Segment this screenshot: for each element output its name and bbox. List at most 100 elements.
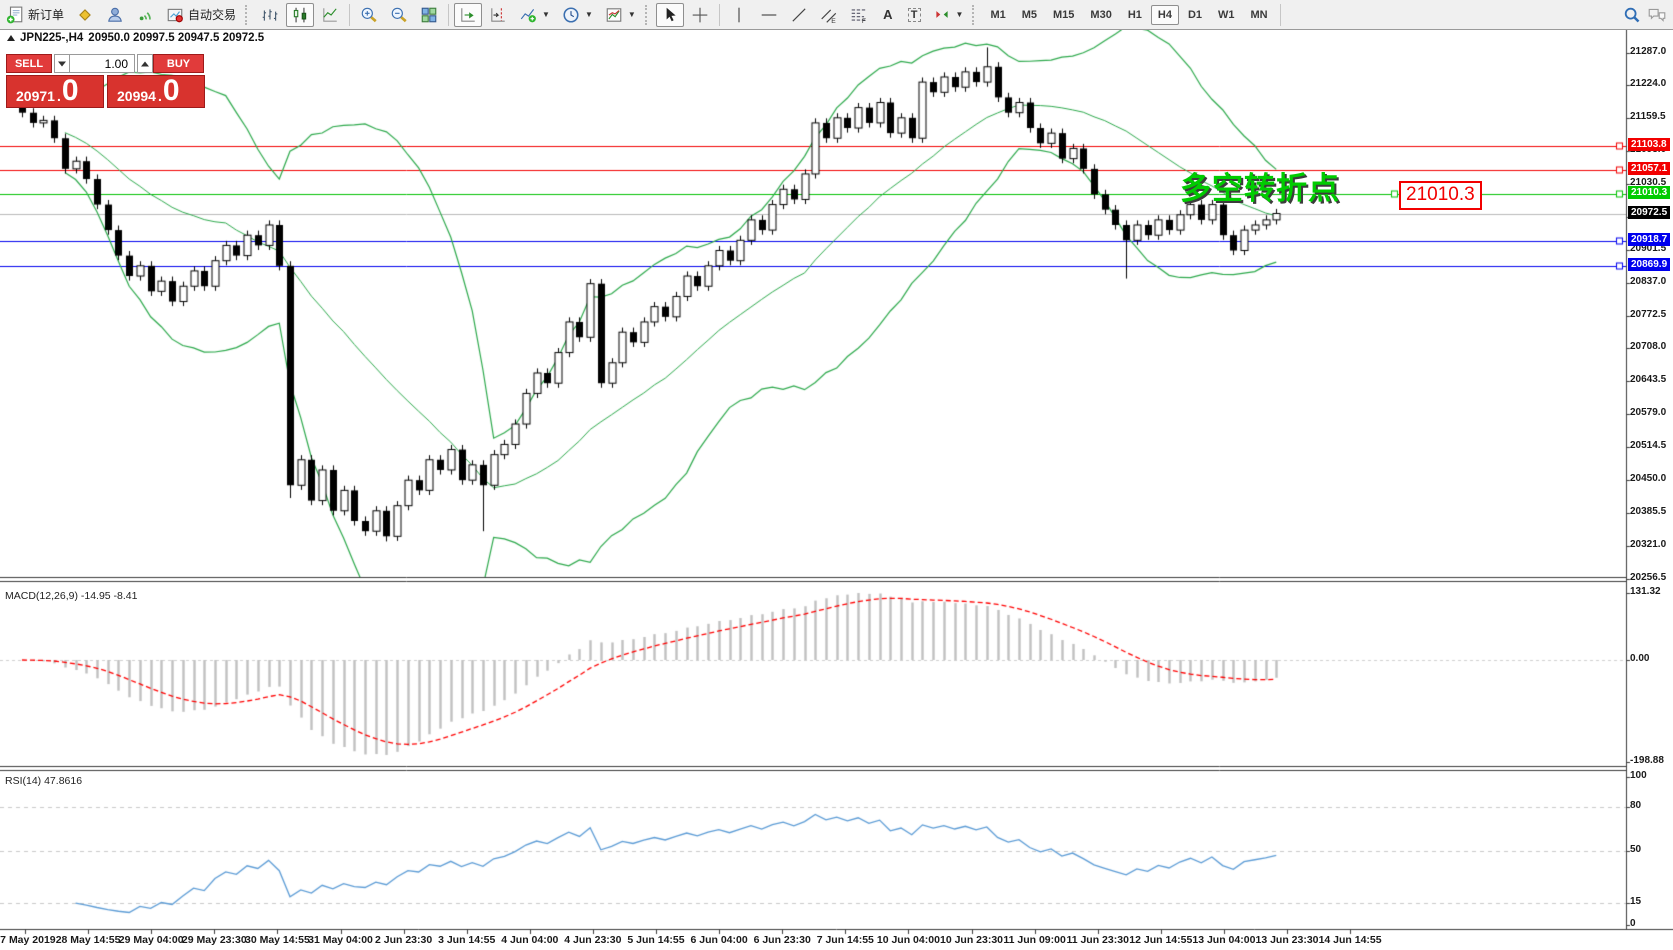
line-chart-icon xyxy=(323,7,337,22)
time-label: 29 May 23:30 xyxy=(181,934,247,946)
autotrading-icon xyxy=(167,8,183,22)
price-tick: 20385.5 xyxy=(1630,506,1667,518)
volume-decrease-button[interactable] xyxy=(54,54,70,73)
price-tick: 21030.5 xyxy=(1630,176,1667,188)
time-label: 12 Jun 14:55 xyxy=(1129,934,1193,946)
zoom-in-button[interactable] xyxy=(355,3,383,27)
time-label: 7 Jun 14:55 xyxy=(816,934,874,946)
sell-button[interactable]: SELL xyxy=(6,54,52,73)
tab-timeframe-M1[interactable]: M1 xyxy=(990,8,1006,21)
time-label: 11 Jun 23:30 xyxy=(1066,934,1129,946)
time-label: 14 Jun 14:55 xyxy=(1318,934,1382,946)
price-tick: 20256.5 xyxy=(1630,571,1667,583)
text-button[interactable]: A xyxy=(875,4,901,25)
time-label: 27 May 2019 xyxy=(0,934,56,946)
arrows-button[interactable]: ▼ xyxy=(928,3,969,27)
bar-chart-icon xyxy=(262,8,278,21)
price-tick: 20450.0 xyxy=(1630,473,1667,485)
price-tick: 20901.5 xyxy=(1630,242,1667,254)
time-label: 6 Jun 04:00 xyxy=(690,934,748,946)
periods-button[interactable]: ▼ xyxy=(557,3,598,27)
volume-input[interactable] xyxy=(70,54,135,73)
search-icon[interactable] xyxy=(1623,6,1641,24)
tile-windows-button[interactable] xyxy=(415,3,443,27)
trendline-button[interactable] xyxy=(785,3,813,27)
price-tick: 21287.0 xyxy=(1630,46,1667,57)
candlestick-chart-button[interactable] xyxy=(286,2,315,27)
timeframe-group: M1 M5 M15 M30 H1 H4 D1 W1 MN xyxy=(982,4,1275,25)
chevron-down-icon: ▼ xyxy=(955,10,964,19)
text-icon: A xyxy=(883,7,893,22)
toolbar-separator xyxy=(1279,3,1281,26)
cursor-button[interactable] xyxy=(655,2,684,27)
time-label: 30 May 14:55 xyxy=(244,934,310,946)
tab-timeframe-H1[interactable]: H1 xyxy=(1127,8,1142,21)
turning-point-annotation[interactable]: 多空转折点 xyxy=(1180,171,1340,206)
auto-scroll-button[interactable] xyxy=(454,2,483,27)
price-line-label[interactable]: 20918.7 xyxy=(1628,232,1671,246)
vertical-line-button[interactable] xyxy=(725,3,753,27)
price-tick: 20772.5 xyxy=(1630,308,1667,320)
text-label-icon: T xyxy=(907,7,921,22)
tile-windows-icon xyxy=(421,7,437,22)
new-order-icon xyxy=(6,6,23,23)
tab-timeframe-M5[interactable]: M5 xyxy=(1021,8,1038,21)
price-line-label[interactable]: 21010.3 xyxy=(1628,186,1671,200)
chart-shift-button[interactable] xyxy=(484,3,512,27)
zoom-out-button[interactable] xyxy=(385,3,413,27)
horizontal-line-button[interactable] xyxy=(755,3,783,27)
ohlc-values: 20950.0 20997.5 20947.5 20972.5 xyxy=(88,32,265,44)
fibonacci-button[interactable]: F xyxy=(845,3,873,27)
signals-button[interactable] xyxy=(131,3,159,27)
chat-icon[interactable] xyxy=(1647,6,1667,24)
price-line-label[interactable]: 20972.5 xyxy=(1628,205,1671,219)
buy-button[interactable]: BUY xyxy=(153,54,204,73)
time-label: 4 Jun 23:30 xyxy=(564,934,622,946)
candlestick-chart-icon xyxy=(293,7,307,22)
clock-icon xyxy=(563,6,579,23)
time-label: 10 Jun 04:00 xyxy=(876,934,940,946)
auto-scroll-icon xyxy=(461,7,475,22)
macd-axis-tick: -198.88 xyxy=(1630,754,1664,766)
rsi-axis-tick: 15 xyxy=(1630,895,1642,907)
buy-price[interactable]: 20994. 0 xyxy=(107,75,205,108)
line-chart-button[interactable] xyxy=(316,3,344,27)
price-tick: 20514.5 xyxy=(1630,440,1667,452)
price-line-label[interactable]: 20869.9 xyxy=(1628,257,1671,271)
time-label: 13 Jun 04:00 xyxy=(1192,934,1256,946)
price-callout-box[interactable]: 21010.3 xyxy=(1399,181,1482,210)
macd-axis-tick: 131.32 xyxy=(1630,585,1661,597)
equidistant-channel-button[interactable]: E xyxy=(815,3,843,27)
tab-timeframe-D1[interactable]: D1 xyxy=(1187,8,1203,21)
new-order-button[interactable]: 新订单 xyxy=(1,3,69,27)
price-line-label[interactable]: 21057.1 xyxy=(1628,162,1671,176)
sell-price[interactable]: 20971. 0 xyxy=(6,75,104,108)
tab-timeframe-H4[interactable]: H4 xyxy=(1150,4,1179,25)
bar-chart-button[interactable] xyxy=(256,3,284,27)
svg-text:F: F xyxy=(862,17,866,23)
templates-button[interactable]: ▼ xyxy=(600,3,641,27)
volume-increase-button[interactable] xyxy=(137,54,153,73)
crosshair-button[interactable] xyxy=(686,3,714,27)
price-line-label[interactable]: 21103.8 xyxy=(1628,138,1670,152)
toolbar-grip xyxy=(245,4,252,25)
tab-timeframe-M30[interactable]: M30 xyxy=(1090,8,1112,21)
indicators-button[interactable]: ▼ xyxy=(514,3,555,27)
collapse-trade-panel-icon[interactable] xyxy=(7,35,15,41)
rsi-axis-tick: 100 xyxy=(1630,770,1647,781)
crosshair-icon xyxy=(692,7,708,22)
rsi-axis-tick: 0 xyxy=(1630,918,1636,929)
autotrading-button[interactable]: 自动交易 xyxy=(161,3,241,27)
tab-timeframe-W1[interactable]: W1 xyxy=(1218,8,1235,21)
text-label-button[interactable]: T xyxy=(903,5,926,25)
community-button[interactable] xyxy=(101,3,129,27)
tab-timeframe-MN[interactable]: MN xyxy=(1250,8,1268,21)
tab-timeframe-M15[interactable]: M15 xyxy=(1053,8,1075,21)
svg-text:E: E xyxy=(831,17,836,23)
market-watch-button[interactable] xyxy=(71,3,99,27)
chevron-down-icon: ▼ xyxy=(627,10,636,19)
time-label: 6 Jun 23:30 xyxy=(753,934,811,946)
diamond-icon xyxy=(79,8,91,21)
time-label: 5 Jun 14:55 xyxy=(627,934,685,946)
